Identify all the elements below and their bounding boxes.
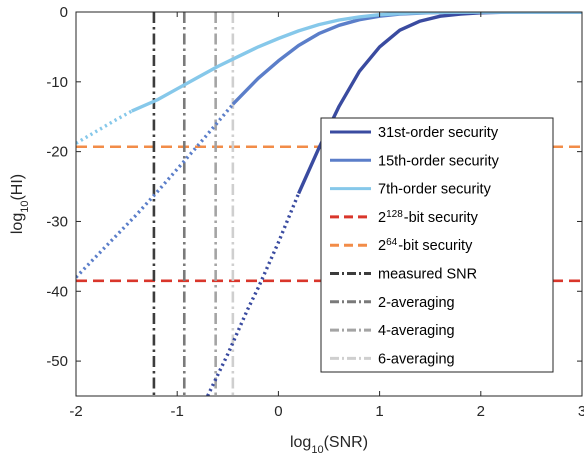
y-axis-label: log10(HI) [9,174,31,234]
legend-entry-measured-snr: measured SNR [330,267,477,283]
axes-layer: -2 -1 0 1 2 30-10-20-30-40-50 [46,4,584,420]
y-tick-label: -20 [46,144,68,161]
legend-label: 6-averaging [378,351,455,367]
plot-frame [75,11,583,397]
legend: 31st-order security 15th-order security 7t… [320,117,554,373]
legend-label: 2-averaging [378,295,455,311]
x-tick-label: 0 [274,403,282,420]
x-axis-label: log10(SNR) [290,434,368,456]
x-tick-label: 2 [477,403,485,420]
legend-entry-15th-order-security: 15th-order security [330,153,500,169]
legend-entry-7th-order-security: 7th-order security [330,182,492,198]
x-tick-label: -1 [171,403,184,420]
legend-label: 15th-order security [378,153,500,169]
legend-entry-2128-bit-security: 2128-bit security [330,208,479,226]
x-tick-label: 3 [578,403,584,420]
legend-label: 264-bit security [378,237,473,255]
legend-entry-31st-order-security: 31st-order security [330,125,499,141]
legend-label: measured SNR [378,267,477,283]
legend-entry-264-bit-security: 264-bit security [330,237,473,255]
y-tick-label: 0 [60,4,68,21]
x-tick-label: -2 [69,403,82,420]
curve-31st-order-security-dotted [206,192,301,396]
legend-label: 7th-order security [378,182,492,198]
y-tick-label: -50 [46,353,68,370]
y-tick-label: -10 [46,74,68,91]
curve-7th-order-security-solid [131,12,582,113]
legend-entry-6-averaging: 6-averaging [330,351,455,367]
legend-label: 2128-bit security [378,208,479,226]
legend-label: 31st-order security [378,125,499,141]
x-tick-label: 1 [375,403,383,420]
legend-entry-4-averaging: 4-averaging [330,323,455,339]
legend-entry-2-averaging: 2-averaging [330,295,455,311]
y-tick-label: -40 [46,283,68,300]
legend-label: 4-averaging [378,323,455,339]
y-tick-label: -30 [46,213,68,230]
curve-7th-order-security-dotted [76,109,133,145]
